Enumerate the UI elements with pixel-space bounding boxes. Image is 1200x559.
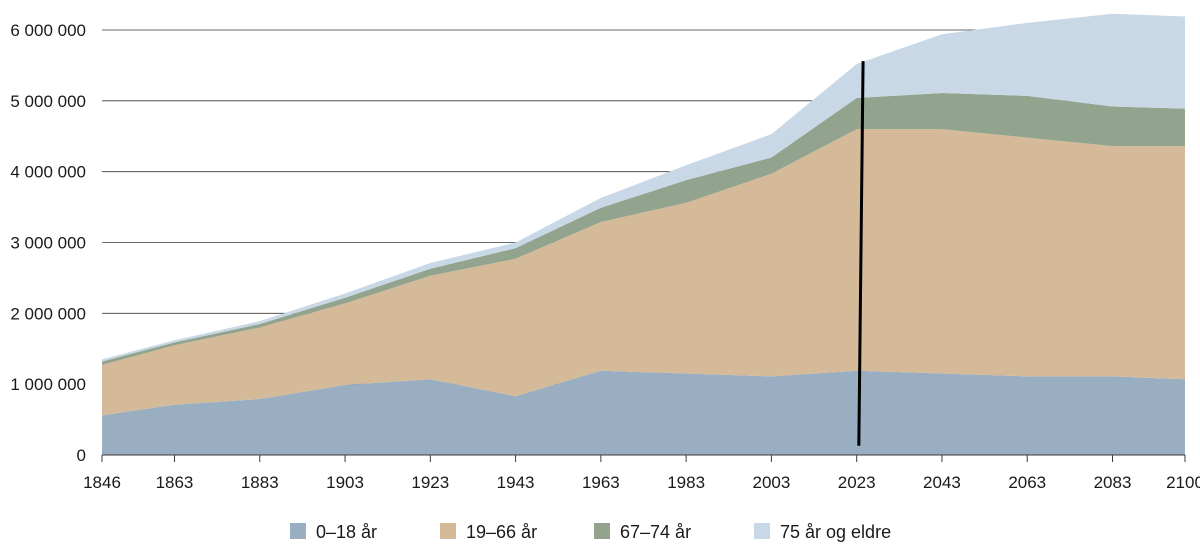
legend-swatch xyxy=(290,523,306,539)
y-tick-label: 0 xyxy=(77,446,86,465)
y-tick-label: 1 000 000 xyxy=(10,375,86,394)
x-tick-label: 2003 xyxy=(752,473,790,492)
axes: 0 1 000 000 2 000 000 3 000 000 4 000 000 5 0… xyxy=(10,21,1200,492)
x-tick-label: 1863 xyxy=(156,473,194,492)
x-tick-label: 1983 xyxy=(667,473,705,492)
x-tick-label: 2083 xyxy=(1094,473,1132,492)
y-tick-label: 4 000 000 xyxy=(10,163,86,182)
x-tick-label: 2043 xyxy=(923,473,961,492)
legend-item-3: 75 år og eldre xyxy=(754,522,891,542)
legend-label: 75 år og eldre xyxy=(780,522,891,542)
x-tick-label: 1943 xyxy=(497,473,535,492)
y-tick-label: 3 000 000 xyxy=(10,234,86,253)
area-series-3 xyxy=(102,13,1185,362)
x-tick-label: 2100 xyxy=(1166,473,1200,492)
x-tick-label: 1846 xyxy=(83,473,121,492)
x-tick-label: 2063 xyxy=(1008,473,1046,492)
legend-label: 67–74 år xyxy=(620,522,691,542)
area-series-2 xyxy=(102,93,1185,366)
x-tick-label: 1903 xyxy=(326,473,364,492)
legend: 0–18 år 19–66 år 67–74 år 75 år og eldre xyxy=(290,522,891,542)
area-series-0 xyxy=(102,370,1185,455)
legend-swatch xyxy=(594,523,610,539)
legend-label: 19–66 år xyxy=(466,522,537,542)
legend-swatch xyxy=(754,523,770,539)
legend-item-2: 67–74 år xyxy=(594,522,691,542)
y-tick-label: 5 000 000 xyxy=(10,92,86,111)
area-series-1 xyxy=(102,129,1185,416)
y-tick-label: 2 000 000 xyxy=(10,304,86,323)
legend-swatch xyxy=(440,523,456,539)
legend-item-0: 0–18 år xyxy=(290,522,377,542)
stacked-areas xyxy=(102,13,1185,455)
x-tick-label: 1923 xyxy=(411,473,449,492)
y-tick-label: 6 000 000 xyxy=(10,21,86,40)
legend-label: 0–18 år xyxy=(316,522,377,542)
annotations xyxy=(857,61,865,446)
x-tick-label: 1963 xyxy=(582,473,620,492)
projection-divider-line-0 xyxy=(857,61,865,446)
legend-item-1: 19–66 år xyxy=(440,522,537,542)
x-tick-label: 1883 xyxy=(241,473,279,492)
x-tick-label: 2023 xyxy=(838,473,876,492)
